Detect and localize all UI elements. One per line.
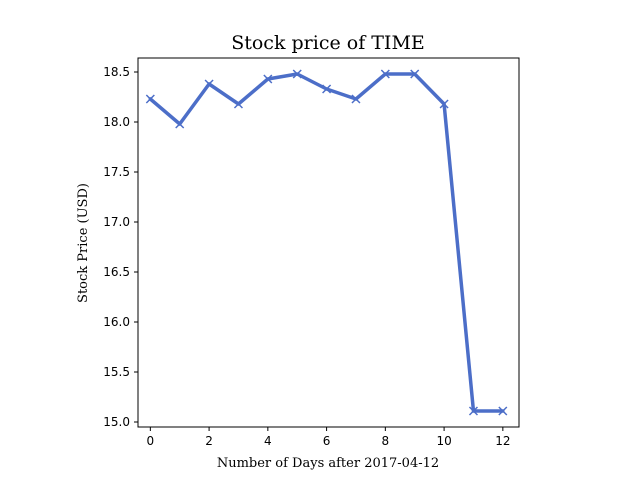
x-axis: 0 2 4 6 8 10 12 [147, 427, 510, 448]
y-axis-label: Stock Price (USD) [76, 183, 91, 303]
plot-frame [137, 57, 520, 428]
data-point-marker [351, 94, 361, 104]
data-point-marker [380, 69, 390, 79]
data-point-marker [410, 69, 420, 79]
chart-title: Stock price of TIME [231, 32, 425, 54]
data-point-marker [175, 119, 185, 129]
data-point-marker [468, 406, 478, 416]
data-point-marker [204, 79, 214, 89]
data-point-marker [292, 69, 302, 79]
y-tick-label: 16.0 [103, 315, 130, 329]
x-tick-label: 6 [323, 434, 331, 448]
y-tick-label: 17.5 [103, 165, 130, 179]
y-tick-label: 15.5 [103, 365, 130, 379]
x-axis-label: Number of Days after 2017-04-12 [217, 456, 439, 471]
data-point-marker [145, 94, 155, 104]
x-tick-label: 0 [147, 434, 155, 448]
y-tick-label: 18.0 [103, 115, 130, 129]
data-point-marker [498, 406, 508, 416]
data-point-marker [322, 84, 332, 94]
plot-area [137, 57, 520, 428]
x-tick-label: 4 [264, 434, 272, 448]
y-axis: 15.0 15.5 16.0 16.5 17.0 17.5 18.0 18.5 [103, 65, 138, 429]
x-tick-label: 8 [382, 434, 390, 448]
y-tick-label: 15.0 [103, 415, 130, 429]
y-tick-label: 16.5 [103, 265, 130, 279]
data-point-marker [233, 99, 243, 109]
y-tick-label: 17.0 [103, 215, 130, 229]
series-line [148, 72, 505, 413]
x-tick-label: 12 [495, 434, 510, 448]
x-tick-label: 2 [205, 434, 213, 448]
y-tick-label: 18.5 [103, 65, 130, 79]
data-point-marker [439, 99, 449, 109]
data-point-marker [263, 74, 273, 84]
x-tick-label: 10 [436, 434, 451, 448]
